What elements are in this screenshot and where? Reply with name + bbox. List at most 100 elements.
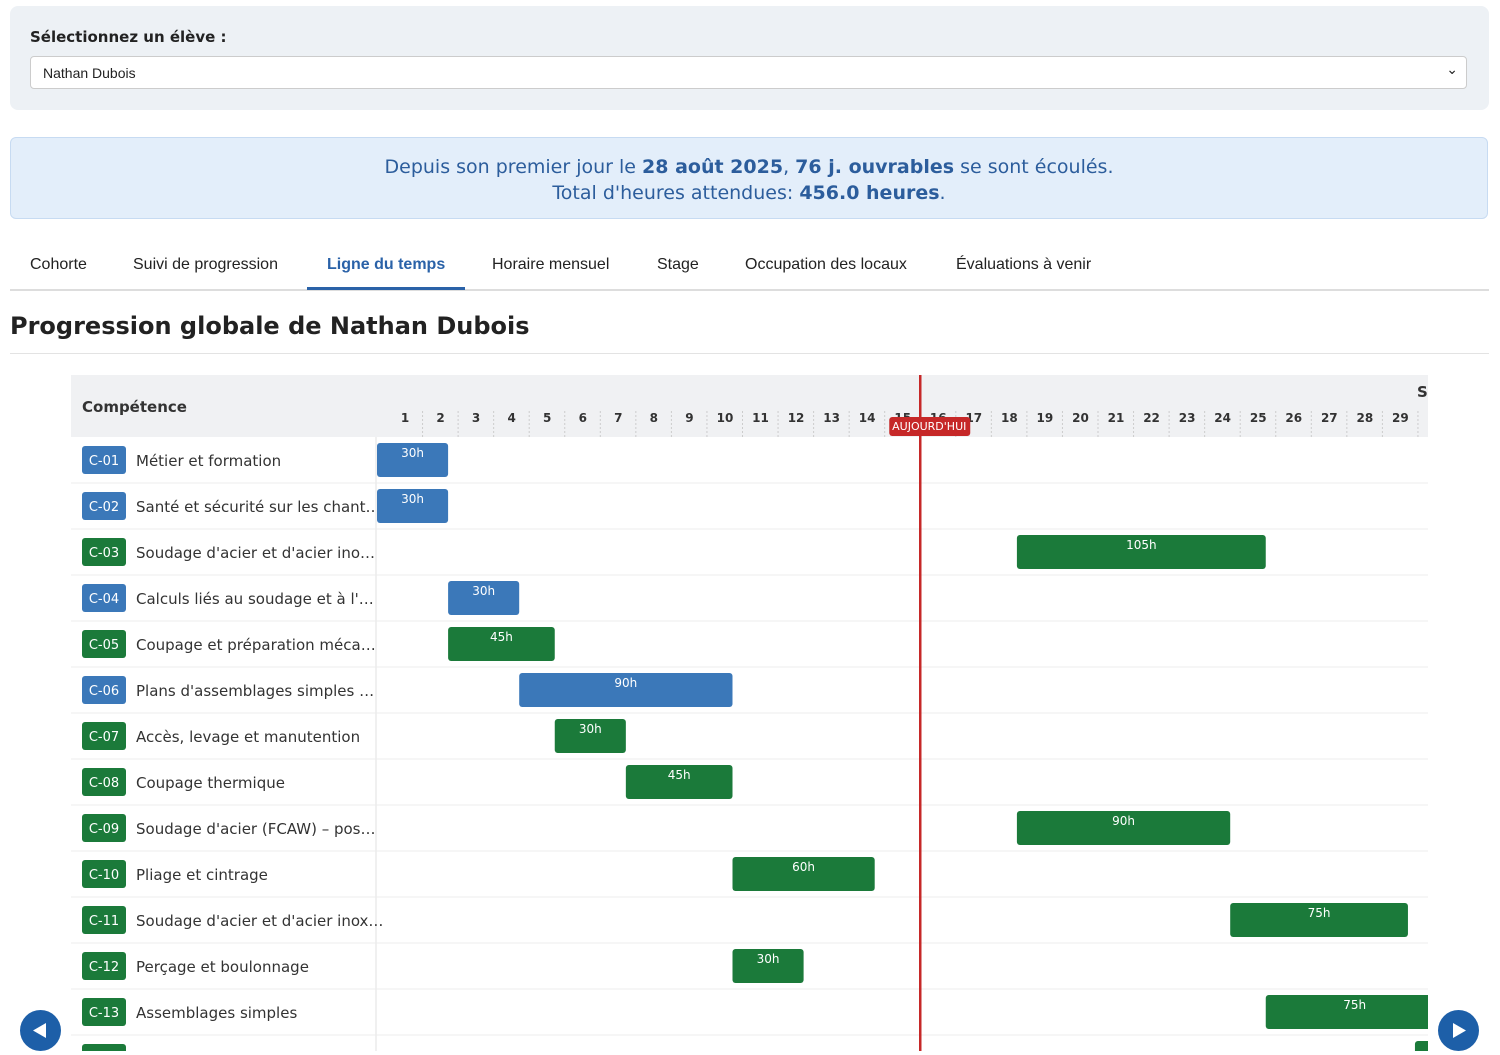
gantt-chart: CompétenceS12345678910111213141516171819… xyxy=(71,375,1428,1051)
bar-label: 75h xyxy=(1308,906,1331,920)
day-label: 11 xyxy=(752,411,769,425)
code-chip xyxy=(82,676,126,704)
day-label: 18 xyxy=(1001,411,1018,425)
month-label: S xyxy=(1417,383,1428,401)
icon xyxy=(1453,1023,1466,1038)
text: 28 août 2025 xyxy=(642,156,784,178)
competence-name: Soudage d'acier (FCAW) – pos… xyxy=(136,820,375,838)
code-chip xyxy=(82,446,126,474)
day-label: 29 xyxy=(1392,411,1409,425)
text: se sont écoulés. xyxy=(954,156,1114,178)
bar-label: 30h xyxy=(579,722,602,736)
tab[interactable]: Suivi de progression xyxy=(133,256,278,273)
bar xyxy=(1414,1041,1428,1051)
bar xyxy=(1265,995,1428,1029)
bar xyxy=(377,489,449,523)
code-chip xyxy=(82,492,126,520)
bar xyxy=(732,949,804,983)
tab[interactable]: Ligne du temps xyxy=(307,248,466,290)
day-label: 12 xyxy=(788,411,805,425)
tab[interactable]: Évaluations à venir xyxy=(956,256,1092,273)
day-label: 1 xyxy=(401,411,409,425)
competence-name: Pliage et cintrage xyxy=(136,866,268,884)
day-label: 27 xyxy=(1321,411,1338,425)
select-label: Sélectionnez un élève : xyxy=(30,28,227,46)
tab[interactable]: Horaire mensuel xyxy=(492,256,610,273)
bar xyxy=(1016,535,1266,569)
next-button[interactable] xyxy=(1438,1010,1479,1051)
day-label: 23 xyxy=(1179,411,1196,425)
day-label: 14 xyxy=(859,411,876,425)
day-label: 8 xyxy=(650,411,658,425)
competence-name: Coupage thermique xyxy=(136,774,285,792)
day-label: 20 xyxy=(1072,411,1089,425)
code-chip xyxy=(82,584,126,612)
code: C-01 xyxy=(89,454,119,469)
code: C-08 xyxy=(89,776,119,791)
bar-label: 30h xyxy=(757,952,780,966)
bar xyxy=(448,627,555,661)
bar-label: 45h xyxy=(490,630,513,644)
banner-line: Total d'heures attendues: 456.0 heures. xyxy=(11,180,1487,206)
tab[interactable]: Cohorte xyxy=(30,256,87,273)
code-chip xyxy=(82,630,126,658)
tab-bar: Cohorte Suivi de progression Ligne du temp… xyxy=(10,248,1489,291)
day-label: 25 xyxy=(1250,411,1267,425)
text: 456.0 heures xyxy=(799,182,940,204)
text: Progression globale de xyxy=(10,312,330,340)
student-select[interactable]: Nathan Dubois xyxy=(30,53,1467,89)
column-header: Compétence xyxy=(82,398,187,416)
text: , xyxy=(783,156,796,178)
competence-name: Accès, levage et manutention xyxy=(136,728,360,746)
code-chip xyxy=(82,1044,126,1051)
code-chip xyxy=(82,768,126,796)
bar-label: 105h xyxy=(1126,538,1157,552)
code-chip xyxy=(82,952,126,980)
day-label: 26 xyxy=(1285,411,1302,425)
code: C-04 xyxy=(89,592,119,607)
bar-label: 30h xyxy=(472,584,495,598)
day-label: 21 xyxy=(1108,411,1125,425)
info-banner: Depuis son premier jour le 28 août 2025,… xyxy=(10,137,1488,219)
code: C-03 xyxy=(89,546,119,561)
code-chip xyxy=(82,998,126,1026)
day-label: 6 xyxy=(579,411,587,425)
competence-name: Plans d'assemblages simples … xyxy=(136,682,374,700)
tab[interactable]: Occupation des locaux xyxy=(745,256,907,273)
bar xyxy=(377,443,449,477)
bar-label: 90h xyxy=(614,676,637,690)
bar-label: 30h xyxy=(401,492,424,506)
code-chip xyxy=(82,860,126,888)
code: C-09 xyxy=(89,822,119,837)
header-bg xyxy=(71,375,1428,437)
bar xyxy=(1230,903,1408,937)
day-label: 13 xyxy=(823,411,840,425)
tab[interactable]: Stage xyxy=(657,256,699,273)
bar-label: 90h xyxy=(1112,814,1135,828)
day-label: 2 xyxy=(436,411,444,425)
prev-button[interactable] xyxy=(20,1010,61,1051)
text: . xyxy=(939,182,946,204)
code: C-02 xyxy=(89,500,119,515)
day-label: 28 xyxy=(1356,411,1373,425)
code: C-07 xyxy=(89,730,119,745)
competence-name: Soudage d'acier et d'acier inox… xyxy=(136,912,383,930)
text: 76 j. ouvrables xyxy=(795,156,955,178)
code: C-05 xyxy=(89,638,119,653)
student-panel: Sélectionnez un élève : Nathan Dubois xyxy=(10,6,1489,110)
bar xyxy=(448,581,520,615)
day-label: 9 xyxy=(685,411,693,425)
bar xyxy=(554,719,626,753)
code: C-11 xyxy=(89,914,119,929)
competence-name: Assemblages simples xyxy=(136,1004,297,1022)
divider xyxy=(10,353,1489,354)
code: C-13 xyxy=(89,1006,119,1021)
code: C-06 xyxy=(89,684,119,699)
bar xyxy=(625,765,733,799)
code-chip xyxy=(82,814,126,842)
code: C-10 xyxy=(89,868,119,883)
banner-line: Depuis son premier jour le 28 août 2025,… xyxy=(11,154,1487,180)
page-heading: Progression globale de Nathan Dubois xyxy=(10,312,530,340)
icon xyxy=(33,1023,46,1038)
